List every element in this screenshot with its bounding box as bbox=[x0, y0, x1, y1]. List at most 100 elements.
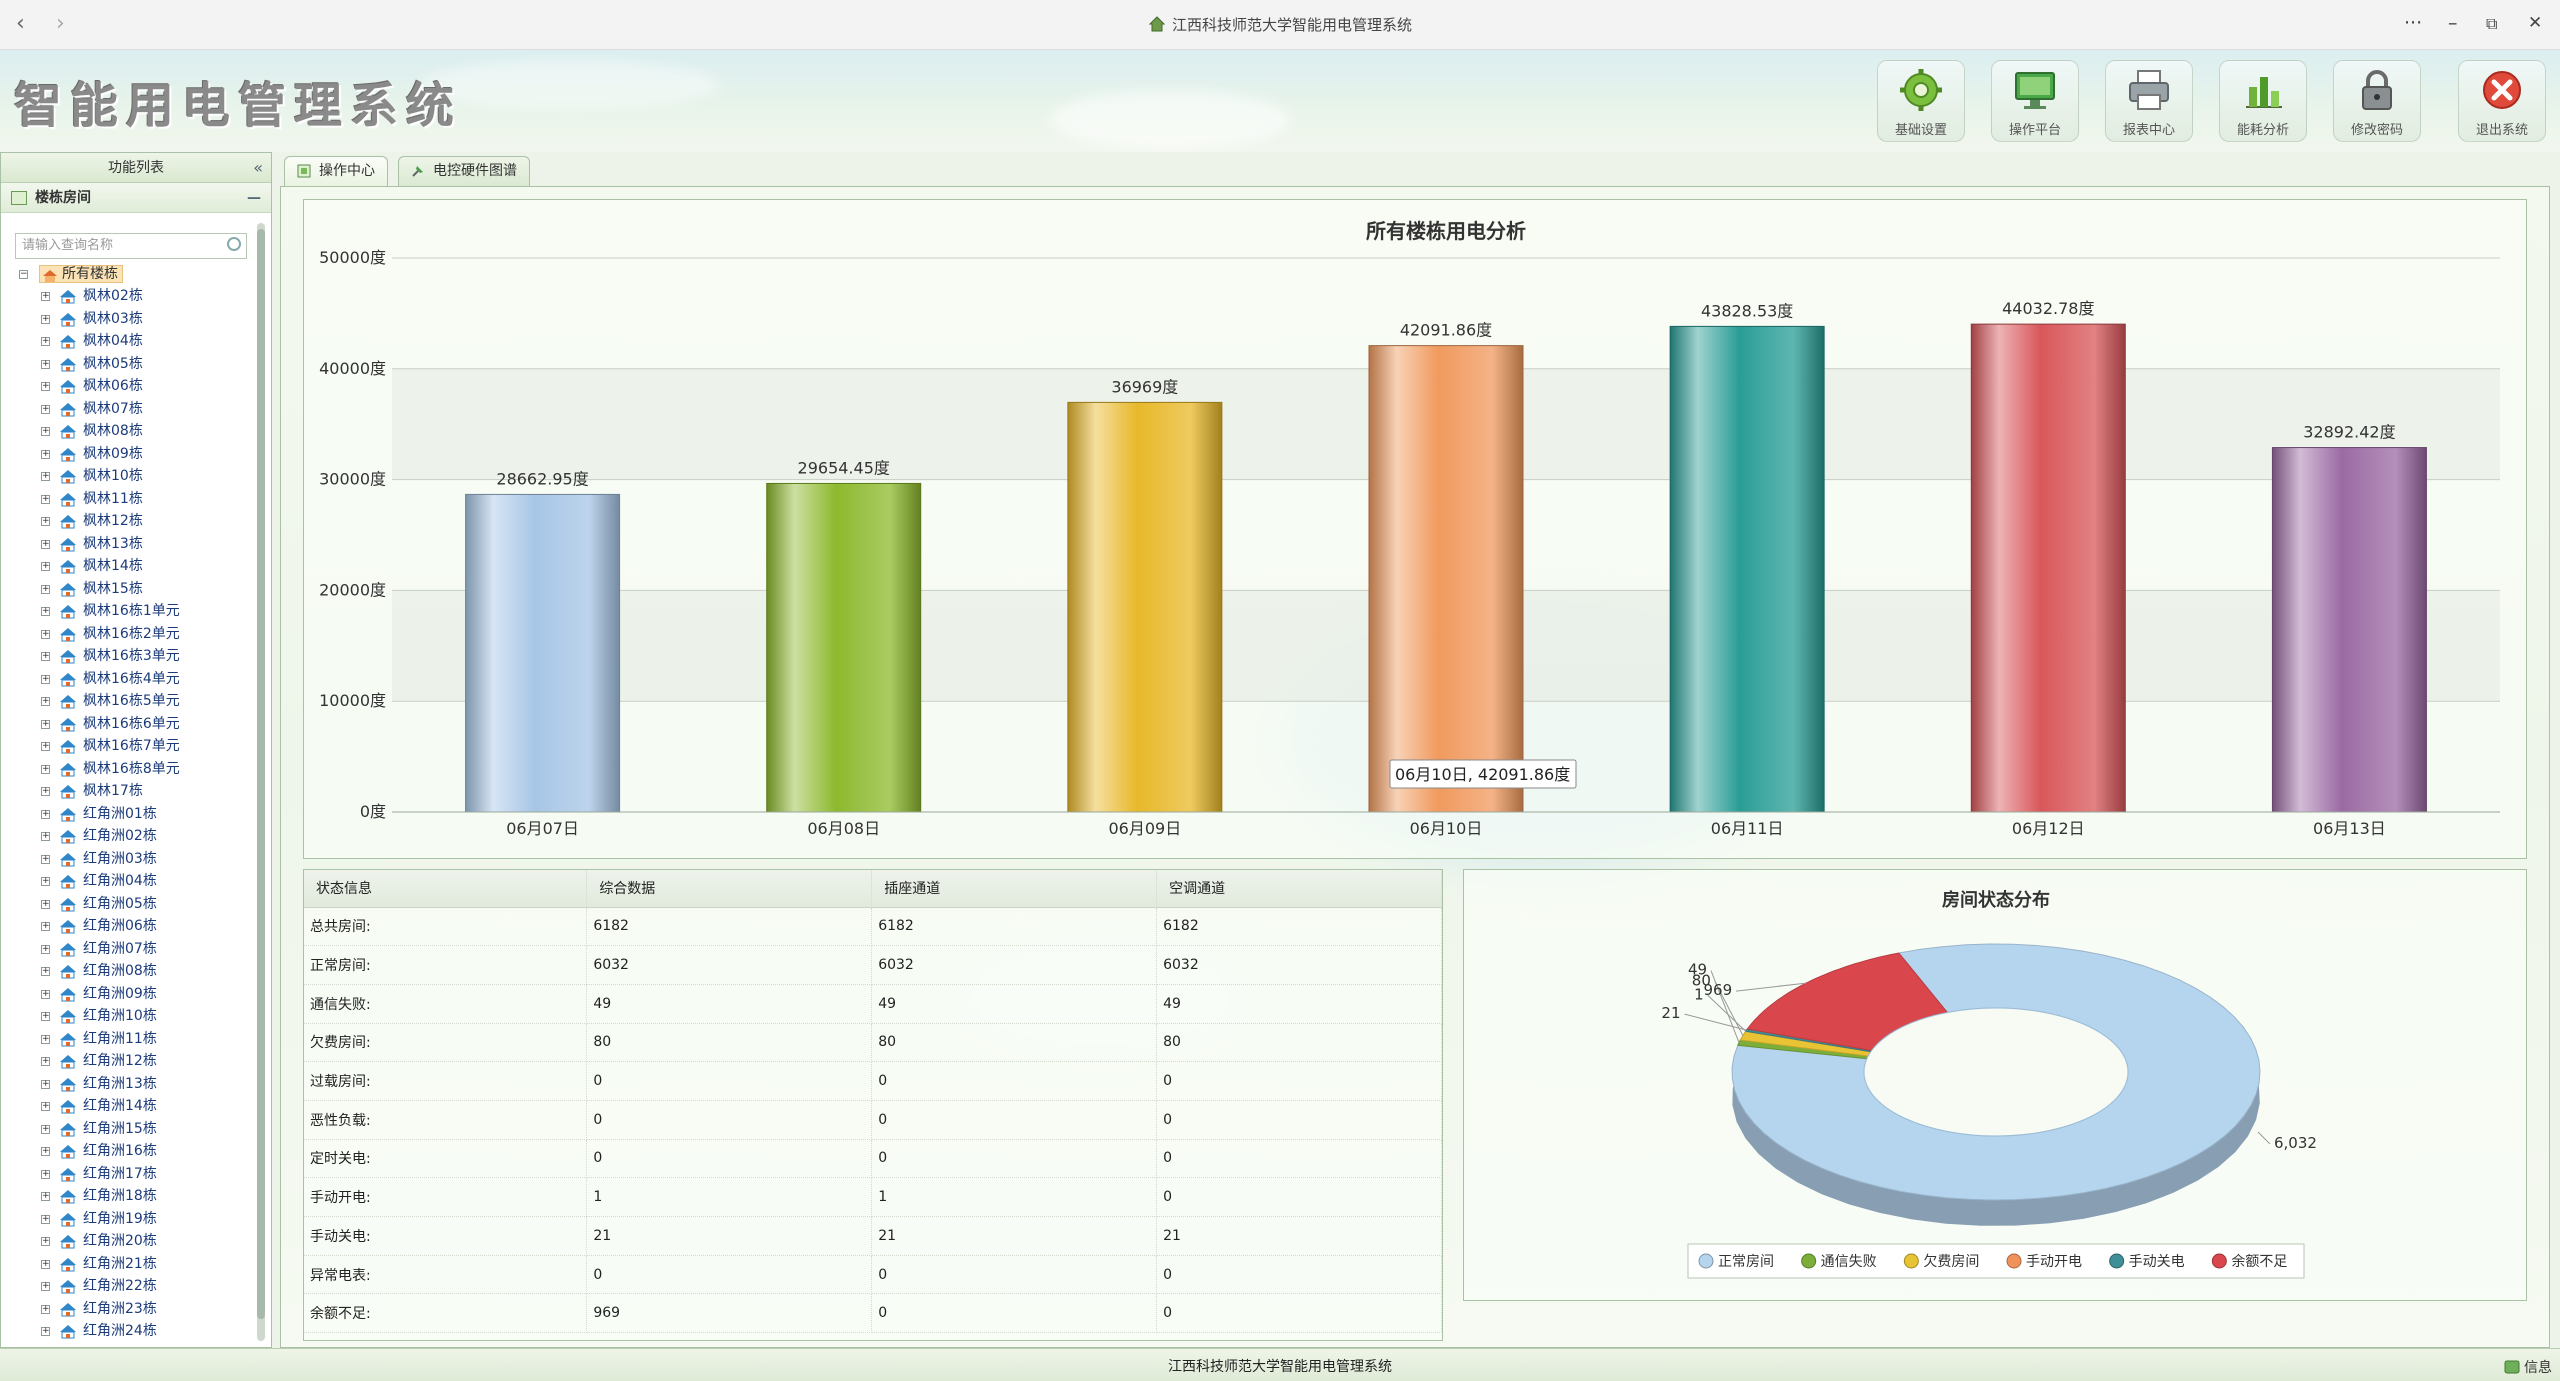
tree-item-building[interactable]: + 枫林16栋2单元 bbox=[15, 623, 255, 646]
bar-06月09日[interactable] bbox=[1067, 401, 1223, 813]
tree-expand-toggle[interactable]: + bbox=[41, 1056, 50, 1066]
tree-item-building[interactable]: + 枫林07栋 bbox=[15, 398, 255, 421]
tree-item-building[interactable]: + 红角洲21栋 bbox=[15, 1253, 255, 1276]
bar-06月07日[interactable] bbox=[465, 493, 621, 813]
section-toggle-button[interactable]: — bbox=[247, 190, 261, 206]
tree-item-building[interactable]: + 红角洲06栋 bbox=[15, 915, 255, 938]
tree-item-building[interactable]: + 红角洲13栋 bbox=[15, 1073, 255, 1096]
tree-expand-toggle[interactable]: + bbox=[41, 1236, 50, 1246]
tree-item-building[interactable]: + 枫林16栋3单元 bbox=[15, 645, 255, 668]
tree-item-building[interactable]: + 红角洲02栋 bbox=[15, 825, 255, 848]
tree-expand-toggle[interactable]: + bbox=[41, 583, 50, 594]
tree-expand-toggle[interactable]: + bbox=[41, 1078, 50, 1089]
tree-expand-toggle[interactable]: + bbox=[41, 381, 50, 391]
tree-item-building[interactable]: + 红角洲03栋 bbox=[15, 848, 255, 871]
report-center-button[interactable]: 报表中心 bbox=[2105, 60, 2193, 142]
tree-expand-toggle[interactable]: + bbox=[41, 966, 50, 976]
tree-expand-toggle[interactable]: + bbox=[41, 561, 50, 571]
collapse-panel-button[interactable]: « bbox=[253, 158, 263, 177]
legend-item-label[interactable]: 手动开电 bbox=[2026, 1254, 2082, 1270]
tree-item-building[interactable]: + 枫林10栋 bbox=[15, 465, 255, 488]
restore-button[interactable]: ⧉ bbox=[2486, 14, 2498, 33]
tree-item-building[interactable]: + 枫林05栋 bbox=[15, 353, 255, 376]
tree-expand-toggle[interactable]: + bbox=[41, 696, 50, 706]
tree-expand-toggle[interactable]: + bbox=[41, 808, 50, 819]
legend-item-label[interactable]: 欠费房间 bbox=[1923, 1254, 1979, 1270]
tree-expand-toggle[interactable]: + bbox=[41, 763, 50, 774]
tab-hardware-map[interactable]: 电控硬件图谱 bbox=[398, 156, 530, 186]
tree-item-building[interactable]: + 红角洲23栋 bbox=[15, 1298, 255, 1321]
tree-item-building[interactable]: + 枫林12栋 bbox=[15, 510, 255, 533]
tree-item-building[interactable]: + 枫林16栋4单元 bbox=[15, 668, 255, 691]
legend-item-label[interactable]: 正常房间 bbox=[1718, 1254, 1774, 1270]
tree-item-building[interactable]: + 红角洲18栋 bbox=[15, 1185, 255, 1208]
tree-item-building[interactable]: + 枫林15栋 bbox=[15, 578, 255, 601]
basic-settings-button[interactable]: 基础设置 bbox=[1877, 60, 1965, 142]
tree-expand-toggle[interactable]: + bbox=[41, 876, 50, 886]
sidebar-scrollbar[interactable] bbox=[257, 223, 265, 1341]
search-icon[interactable] bbox=[227, 237, 241, 251]
tree-item-building[interactable]: + 红角洲16栋 bbox=[15, 1140, 255, 1163]
scrollbar-thumb[interactable] bbox=[257, 229, 265, 1319]
legend-item-label[interactable]: 手动关电 bbox=[2129, 1254, 2185, 1270]
tree-item-building[interactable]: + 红角洲22栋 bbox=[15, 1275, 255, 1298]
bar-06月10日[interactable] bbox=[1368, 345, 1524, 813]
tree-expand-toggle[interactable]: + bbox=[41, 831, 50, 841]
tree-item-building[interactable]: + 红角洲12栋 bbox=[15, 1050, 255, 1073]
tree-expand-toggle[interactable]: + bbox=[41, 516, 50, 526]
tree-expand-toggle[interactable]: + bbox=[41, 426, 50, 436]
tree-root-label[interactable]: 所有楼栋 bbox=[39, 265, 123, 283]
tree-expand-toggle[interactable]: + bbox=[41, 651, 50, 661]
tree-collapse-toggle[interactable]: − bbox=[19, 269, 28, 279]
tree-expand-toggle[interactable]: + bbox=[41, 606, 50, 616]
tree-root-all-buildings[interactable]: − 所有楼栋 bbox=[15, 263, 255, 285]
operation-platform-button[interactable]: 操作平台 bbox=[1991, 60, 2079, 142]
tree-expand-toggle[interactable]: + bbox=[41, 358, 50, 369]
tree-expand-toggle[interactable]: + bbox=[41, 538, 50, 549]
tree-expand-toggle[interactable]: + bbox=[41, 1213, 50, 1224]
tree-expand-toggle[interactable]: + bbox=[41, 291, 50, 301]
tree-expand-toggle[interactable]: + bbox=[41, 1101, 50, 1111]
tree-expand-toggle[interactable]: + bbox=[41, 1281, 50, 1291]
tree-item-building[interactable]: + 枫林04栋 bbox=[15, 330, 255, 353]
energy-analysis-button[interactable]: 能耗分析 bbox=[2219, 60, 2307, 142]
tree-expand-toggle[interactable]: + bbox=[41, 1303, 50, 1314]
tree-item-building[interactable]: + 枫林11栋 bbox=[15, 488, 255, 511]
tree-item-building[interactable]: + 红角洲19栋 bbox=[15, 1208, 255, 1231]
tree-item-building[interactable]: + 枫林02栋 bbox=[15, 285, 255, 308]
tree-item-building[interactable]: + 枫林16栋7单元 bbox=[15, 735, 255, 758]
tree-expand-toggle[interactable]: + bbox=[41, 313, 50, 324]
tree-expand-toggle[interactable]: + bbox=[41, 1258, 50, 1269]
tree-expand-toggle[interactable]: + bbox=[41, 673, 50, 684]
tree-expand-toggle[interactable]: + bbox=[41, 1033, 50, 1044]
tree-item-building[interactable]: + 枫林16栋1单元 bbox=[15, 600, 255, 623]
tree-item-building[interactable]: + 红角洲17栋 bbox=[15, 1163, 255, 1186]
tree-item-building[interactable]: + 枫林16栋6单元 bbox=[15, 713, 255, 736]
tree-expand-toggle[interactable]: + bbox=[41, 1168, 50, 1179]
tree-expand-toggle[interactable]: + bbox=[41, 1146, 50, 1156]
legend-item-label[interactable]: 余额不足 bbox=[2231, 1253, 2287, 1270]
tree-expand-toggle[interactable]: + bbox=[41, 1011, 50, 1021]
tree-expand-toggle[interactable]: + bbox=[41, 898, 50, 909]
building-rooms-section[interactable]: 楼栋房间 — bbox=[1, 183, 271, 213]
info-button[interactable]: 信息 bbox=[2504, 1357, 2552, 1377]
change-password-button[interactable]: 修改密码 bbox=[2333, 60, 2421, 142]
tree-expand-toggle[interactable]: + bbox=[41, 718, 50, 729]
tab-operation-center[interactable]: 操作中心 bbox=[284, 156, 388, 186]
minimize-button[interactable]: – bbox=[2448, 12, 2458, 34]
tree-expand-toggle[interactable]: + bbox=[41, 1191, 50, 1201]
tree-expand-toggle[interactable]: + bbox=[41, 921, 50, 931]
tree-item-building[interactable]: + 枫林03栋 bbox=[15, 308, 255, 331]
tree-item-building[interactable]: + 红角洲11栋 bbox=[15, 1028, 255, 1051]
tree-expand-toggle[interactable]: + bbox=[41, 853, 50, 864]
tree-expand-toggle[interactable]: + bbox=[41, 988, 50, 999]
tree-item-building[interactable]: + 枫林08栋 bbox=[15, 420, 255, 443]
tree-item-building[interactable]: + 枫林13栋 bbox=[15, 533, 255, 556]
tree-expand-toggle[interactable]: + bbox=[41, 471, 50, 481]
tree-item-building[interactable]: + 枫林16栋5单元 bbox=[15, 690, 255, 713]
tree-item-building[interactable]: + 红角洲15栋 bbox=[15, 1118, 255, 1141]
tree-expand-toggle[interactable]: + bbox=[41, 628, 50, 639]
tree-expand-toggle[interactable]: + bbox=[41, 786, 50, 796]
back-button[interactable]: ‹ bbox=[16, 11, 25, 36]
bar-06月11日[interactable] bbox=[1669, 325, 1825, 813]
